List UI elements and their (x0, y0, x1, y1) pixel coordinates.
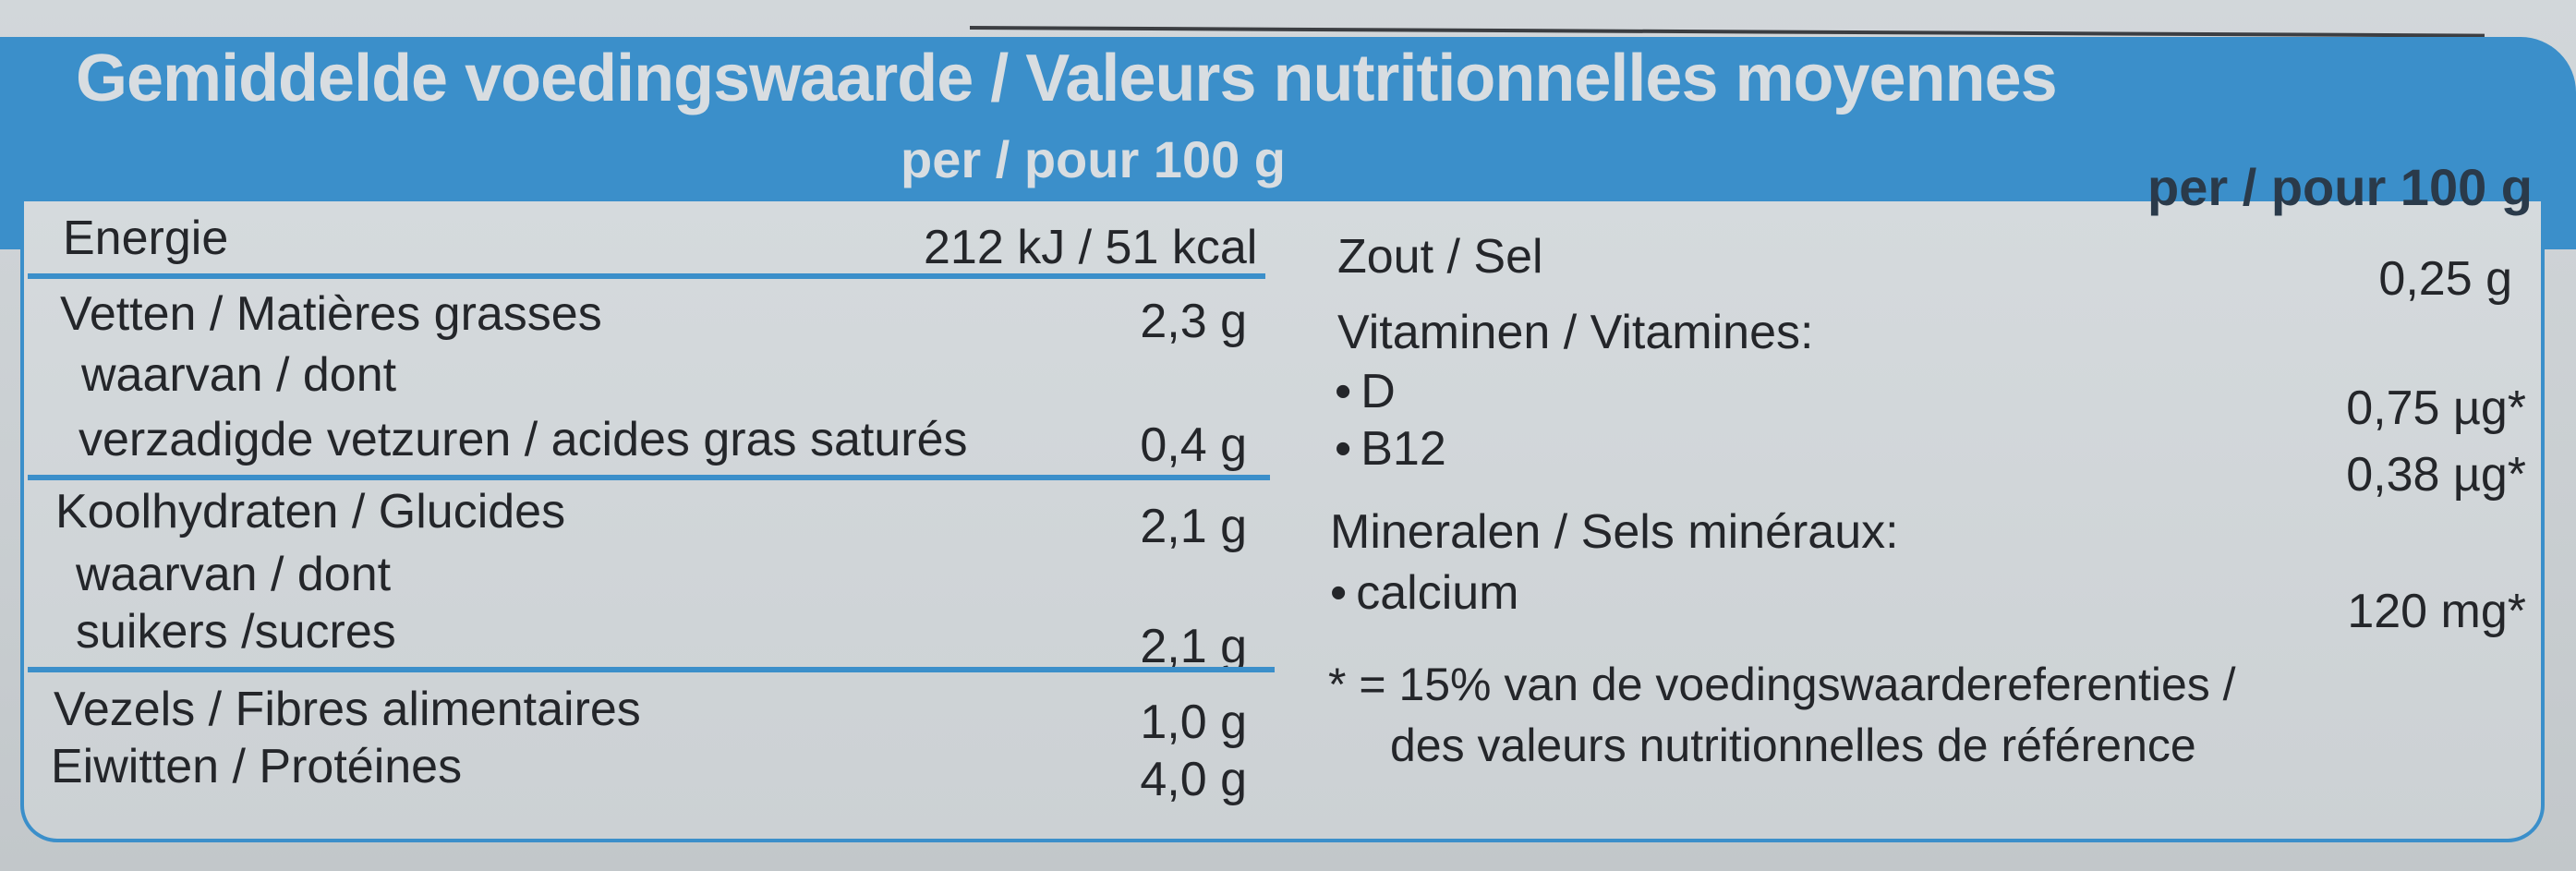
top-rule (969, 26, 2485, 38)
vitamin-b12-value: 0,38 µg* (2346, 448, 2526, 502)
vitamin-d-text: D (1361, 365, 1396, 418)
calcium-label: calcium (1330, 565, 1518, 621)
carbs-value: 2,1 g (1140, 500, 1247, 553)
separator-carbs (28, 667, 1275, 672)
per-100g-left: per / pour 100 g (901, 130, 1286, 188)
energy-value: 212 kJ / 51 kcal (924, 221, 1258, 274)
vitamin-b12-text: B12 (1361, 422, 1446, 476)
separator-fat (28, 475, 1270, 480)
fibre-label: Vezels / Fibres alimentaires (54, 683, 641, 736)
calcium-text: calcium (1356, 566, 1519, 620)
footnote-line-2: des valeurs nutritionnelles de référence (1390, 720, 2196, 771)
carbs-of-which-label: waarvan / dont (76, 548, 392, 601)
salt-value: 0,25 g (2378, 252, 2512, 306)
saturated-value: 0,4 g (1140, 418, 1247, 472)
fat-label: Vetten / Matières grasses (60, 287, 602, 341)
energy-label: Energie (63, 212, 229, 265)
fat-value: 2,3 g (1140, 295, 1247, 348)
footnote-line-1: * = 15% van de voedingswaardereferenties… (1328, 659, 2236, 710)
table-title: Gemiddelde voedingswaarde / Valeurs nutr… (76, 42, 2058, 115)
vitamin-d-value: 0,75 µg* (2346, 381, 2526, 435)
per-100g-right: per / pour 100 g (2147, 158, 2533, 216)
saturated-label: verzadigde vetzuren / acides gras saturé… (79, 413, 968, 466)
calcium-value: 120 mg* (2347, 585, 2526, 638)
fibre-value: 1,0 g (1140, 696, 1247, 749)
vitamin-d-label: D (1335, 364, 1396, 419)
sugars-value: 2,1 g (1140, 620, 1247, 673)
vitamins-heading: Vitaminen / Vitamines: (1337, 306, 1814, 359)
minerals-heading: Mineralen / Sels minéraux: (1330, 505, 1899, 559)
protein-label: Eiwitten / Protéines (51, 740, 463, 793)
sugars-label: suikers /sucres (76, 605, 396, 659)
protein-value: 4,0 g (1140, 753, 1247, 806)
carbs-label: Koolhydraten / Glucides (55, 485, 566, 538)
fat-of-which-label: waarvan / dont (81, 348, 397, 402)
salt-label: Zout / Sel (1337, 230, 1543, 284)
vitamin-b12-label: B12 (1335, 421, 1446, 477)
separator-energy (28, 273, 1265, 279)
nutrition-table (20, 201, 2545, 842)
